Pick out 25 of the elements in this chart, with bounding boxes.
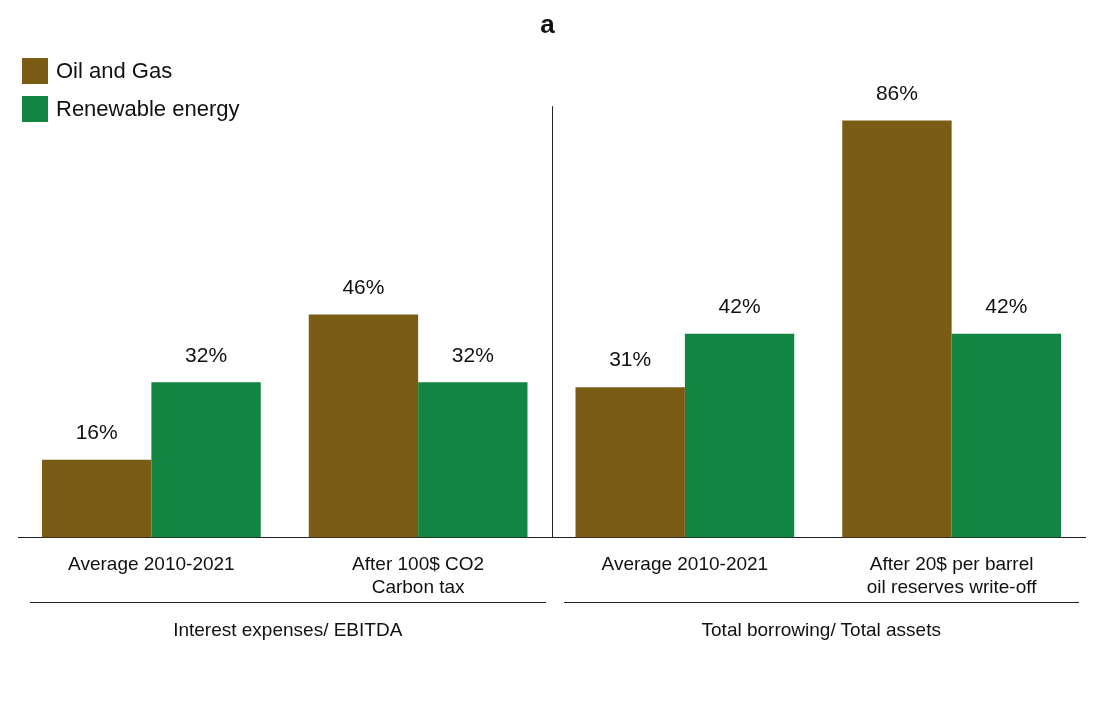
text: Interest expenses/ EBITDA <box>172 619 404 642</box>
bar <box>575 387 685 538</box>
data-label: 46% <box>342 274 385 298</box>
bar <box>308 314 419 538</box>
x-tick-label: After 100$ CO2 Carbon tax <box>352 553 485 597</box>
bar <box>684 333 795 538</box>
bar <box>842 120 952 538</box>
data-label: 42% <box>985 294 1028 318</box>
data-label: 86% <box>875 80 918 104</box>
bar <box>951 333 1061 538</box>
data-label: 31% <box>609 347 652 371</box>
bar <box>151 382 261 538</box>
data-label: 32% <box>185 342 228 366</box>
data-label: 16% <box>75 420 118 444</box>
text: Total borrowing/ Total assets <box>700 619 942 642</box>
x-tick-label: Average 2010-2021 <box>601 553 769 575</box>
bar <box>42 459 152 538</box>
x-tick-label: After 20$ per barrel oil reserves write-off <box>866 553 1038 597</box>
chart-title: a <box>540 8 556 39</box>
bar <box>418 382 528 538</box>
legend-label: Renewable energy <box>56 96 240 122</box>
data-label: 32% <box>451 342 494 366</box>
legend-label: Oil and Gas <box>56 58 173 84</box>
data-label: 42% <box>718 294 761 318</box>
x-tick-label: Average 2010-2021 <box>68 553 235 575</box>
